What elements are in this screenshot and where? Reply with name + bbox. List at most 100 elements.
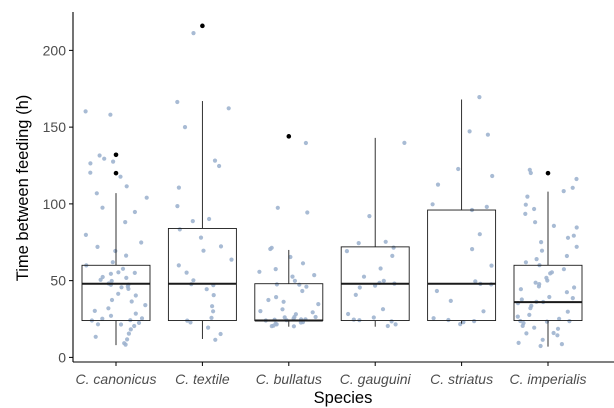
data-point	[357, 285, 362, 290]
data-point	[544, 275, 549, 280]
data-point	[312, 273, 317, 278]
data-point	[106, 306, 111, 311]
box-iqr	[254, 283, 324, 322]
data-point	[393, 322, 398, 327]
data-point	[519, 297, 524, 302]
data-point	[93, 334, 98, 339]
data-point	[119, 285, 124, 290]
outlier-point	[113, 152, 119, 158]
outliers-layer	[113, 23, 551, 176]
data-point	[124, 184, 129, 189]
data-point	[282, 315, 287, 320]
data-point	[389, 319, 394, 324]
data-point	[549, 270, 555, 275]
x-tick-label: C. imperialis	[509, 371, 586, 387]
data-point	[385, 323, 390, 329]
data-point	[191, 30, 196, 36]
data-point	[212, 158, 218, 163]
data-point	[139, 316, 145, 321]
data-point	[217, 163, 222, 169]
data-point	[551, 330, 556, 336]
data-point	[175, 204, 180, 209]
y-tick-label: 50	[50, 273, 66, 289]
axes-layer	[69, 12, 614, 366]
y-tick-label: 150	[43, 119, 67, 135]
data-point	[547, 294, 552, 300]
data-point	[201, 248, 206, 253]
data-point	[95, 322, 101, 327]
data-point	[356, 241, 361, 246]
data-point	[523, 260, 529, 265]
x-axis-title: Species	[314, 389, 373, 407]
data-point	[402, 140, 407, 145]
data-point	[176, 185, 181, 190]
data-point	[132, 209, 137, 215]
outlier-point	[113, 170, 119, 176]
data-point	[116, 270, 121, 275]
data-point	[133, 311, 138, 316]
jitter-points-layer	[83, 30, 579, 349]
data-point	[109, 278, 114, 284]
data-point	[139, 240, 144, 245]
x-tick-label: C. striatus	[430, 371, 493, 387]
data-point	[525, 194, 530, 199]
data-point	[527, 312, 532, 317]
data-point	[100, 274, 105, 280]
box-iqr	[427, 209, 497, 322]
data-point	[574, 176, 579, 182]
data-point	[111, 159, 116, 164]
data-point	[571, 233, 576, 238]
data-point	[120, 266, 126, 271]
data-point	[188, 320, 193, 325]
labels-layer: 0 50 100 150 200 C. canonicus C. textile C. bul…	[43, 42, 587, 387]
y-tick-label: 100	[43, 196, 67, 212]
data-point	[391, 245, 396, 250]
data-point	[367, 214, 372, 219]
data-point	[304, 284, 309, 289]
data-point	[124, 275, 129, 280]
data-point	[280, 307, 285, 312]
data-point	[291, 324, 296, 329]
data-point	[128, 327, 133, 332]
data-point	[574, 244, 579, 249]
data-point	[108, 271, 113, 276]
data-point	[461, 320, 466, 325]
data-point	[83, 232, 88, 237]
data-point	[274, 282, 279, 287]
data-point	[303, 140, 308, 146]
data-point	[210, 304, 215, 309]
x-tick-label: C. bullatus	[256, 371, 322, 387]
data-point	[383, 239, 388, 244]
data-point	[273, 267, 278, 272]
data-point	[274, 295, 279, 300]
data-point	[567, 319, 572, 324]
data-point	[551, 223, 557, 228]
data-point	[313, 314, 318, 320]
box-iqr	[513, 264, 583, 322]
data-point	[100, 205, 105, 210]
data-point	[346, 311, 351, 317]
data-point	[570, 185, 575, 190]
x-tick-label: C. canonicus	[76, 371, 157, 387]
data-point	[116, 291, 121, 296]
data-point	[258, 309, 263, 314]
data-point	[290, 274, 295, 279]
data-point	[88, 170, 93, 175]
data-point	[470, 247, 475, 252]
data-point	[572, 285, 577, 290]
data-point	[108, 313, 114, 318]
data-point	[218, 331, 223, 337]
outlier-point	[286, 134, 292, 139]
data-point	[288, 254, 293, 260]
data-point	[122, 341, 127, 346]
data-point	[110, 260, 115, 265]
data-point	[564, 290, 570, 295]
data-point	[430, 202, 435, 207]
data-point	[206, 325, 211, 330]
data-point	[293, 312, 298, 317]
data-point	[184, 270, 189, 275]
x-tick-label: C. gauguini	[340, 371, 412, 387]
data-point	[523, 202, 528, 207]
data-point	[344, 249, 349, 254]
data-point	[133, 293, 138, 298]
